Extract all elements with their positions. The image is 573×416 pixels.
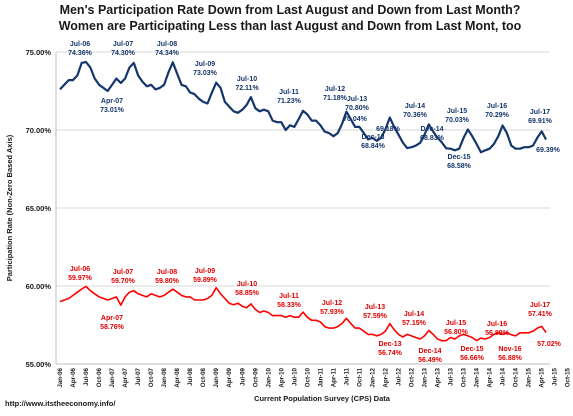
annotation-women: Jul-12 57.93% xyxy=(320,300,345,316)
annotation-women: Dec-13 56.74% xyxy=(378,341,403,357)
annotation-women: Jul-13 57.59% xyxy=(363,304,388,320)
annotation-women: Jul-07 59.70% xyxy=(111,269,136,285)
x-axis-title: Current Population Survey (CPS) Data xyxy=(254,394,391,403)
gridlines xyxy=(55,51,550,365)
x-tick-label: Jul-06 xyxy=(83,367,90,385)
annotation-men: Dec-15 68.58% xyxy=(447,154,472,170)
annotation-men: Dec-14 68.83% xyxy=(420,126,445,142)
annotation-men: Jul-14 70.36% xyxy=(403,103,428,119)
x-tick-label: Apr-12 xyxy=(382,367,389,387)
x-tick-label: Oct-08 xyxy=(200,367,207,387)
x-tick-label: Jul-15 xyxy=(552,367,559,385)
annotation-men: Jul-06 74.36% xyxy=(68,41,93,57)
x-tick-label: Jan-08 xyxy=(161,367,168,387)
x-tick-label: Apr-15 xyxy=(539,367,546,387)
series-line-men xyxy=(59,60,547,154)
x-tick-label: Oct-14 xyxy=(513,367,520,387)
x-tick-label: Jan-12 xyxy=(369,367,376,387)
annotation-women: Jul-11 58.33% xyxy=(277,293,302,309)
x-tick-label: Jul-14 xyxy=(500,367,507,385)
y-axis-ticks: 55.00% 60.00% 65.00% 70.00% 75.00% xyxy=(26,48,52,369)
x-tick-label: Jul-10 xyxy=(291,367,298,385)
x-tick-label: Jul-08 xyxy=(187,367,194,385)
annotation-men: 69.18% xyxy=(376,126,401,133)
x-tick-label: Jan-06 xyxy=(57,367,64,387)
x-tick-label: Apr-06 xyxy=(70,367,77,387)
x-tick-label: Jan-07 xyxy=(109,367,116,387)
annotation-men: Jul-15 70.03% xyxy=(445,108,470,124)
annotation-men: Dec-13 68.84% xyxy=(361,134,386,150)
annotation-men: Jul-13 70.80% xyxy=(345,96,370,112)
annotation-men: Jul-09 73.03% xyxy=(193,61,218,77)
annotation-men: Jul-16 70.29% xyxy=(485,103,510,119)
x-tick-label: Jul-11 xyxy=(343,367,350,385)
annotation-women: Jul-17 57.41% xyxy=(528,302,553,318)
x-tick-label: Apr-10 xyxy=(278,367,285,387)
annotation-men: Jul-11 71.23% xyxy=(277,89,302,105)
annotation-men: Jul-17 69.91% xyxy=(528,109,553,125)
annotation-men: Apr-07 73.01% xyxy=(100,98,125,114)
x-tick-label: Jan-10 xyxy=(265,367,272,387)
annotation-men: Jul-07 74.30% xyxy=(111,41,136,57)
x-tick-label: Jul-13 xyxy=(448,367,455,385)
annotation-women: Dec-15 56.66% xyxy=(460,346,485,362)
annotation-women: Apr-07 58.76% xyxy=(100,315,125,331)
y-tick-label: 65.00% xyxy=(26,204,52,213)
annotation-women: Jul-09 59.89% xyxy=(193,268,218,284)
x-tick-label: Jul-12 xyxy=(395,367,402,385)
annotation-women: Jul-06 59.97% xyxy=(68,266,93,282)
series-line-women xyxy=(59,285,547,342)
x-tick-label: Jan-11 xyxy=(317,367,324,387)
x-tick-label: Oct-09 xyxy=(252,367,259,387)
data-annotations: Jul-06 74.36% Apr-07 73.01% Jul-07 74.30% Jul-… xyxy=(68,41,562,364)
x-tick-label: Oct-07 xyxy=(148,367,155,387)
chart-title: Men's Participation Rate Down from Last … xyxy=(60,3,521,17)
x-tick-label: Jan-15 xyxy=(526,367,533,387)
x-tick-label: Jan-14 xyxy=(474,367,481,387)
y-tick-label: 75.00% xyxy=(26,48,52,57)
annotation-women: Jul-08 59.80% xyxy=(155,269,180,285)
x-tick-label: Oct-13 xyxy=(461,367,468,387)
x-tick-label: Oct-10 xyxy=(304,367,311,387)
annotation-women: Dec-14 56.49% xyxy=(418,348,443,364)
x-tick-label: Jul-07 xyxy=(135,367,142,385)
x-tick-label: Apr-13 xyxy=(435,367,442,387)
annotation-men: Jul-12 71.18% xyxy=(323,86,348,102)
y-tick-label: 60.00% xyxy=(26,282,52,291)
x-tick-label: Apr-07 xyxy=(122,367,129,387)
x-axis-ticks: Jan-06 Apr-06 Jul-06 Oct-06 Jan-07 Apr-07 Jul-… xyxy=(57,367,572,387)
annotation-women: Jul-14 57.15% xyxy=(402,311,427,327)
annotation-women: Jul-16 56.89% xyxy=(485,321,510,337)
x-tick-label: Apr-09 xyxy=(226,367,233,387)
y-tick-label: 55.00% xyxy=(26,360,52,369)
x-tick-label: Apr-14 xyxy=(487,367,494,387)
x-tick-label: Jan-13 xyxy=(422,367,429,387)
annotation-women: Nov-16 56.88% xyxy=(498,346,523,362)
x-tick-label: Jul-09 xyxy=(239,367,246,385)
annotation-men: 70.04% xyxy=(343,116,368,123)
x-tick-label: Jan-09 xyxy=(213,367,220,387)
x-tick-label: Oct-06 xyxy=(96,367,103,387)
x-tick-label: Apr-08 xyxy=(174,367,181,387)
x-tick-label: Oct-12 xyxy=(408,367,415,387)
x-tick-label: Oct-11 xyxy=(356,367,363,386)
chart-subtitle: Women are Participating Less than last A… xyxy=(59,19,522,33)
series-lines xyxy=(59,60,547,342)
y-axis-title: Participation Rate (Non-Zero Based Axis) xyxy=(5,134,14,281)
annotation-men: Jul-10 72.11% xyxy=(235,76,259,92)
annotation-women: 57.02% xyxy=(537,341,562,348)
annotation-women: Jul-10 58.85% xyxy=(235,281,260,297)
x-tick-label: Oct-15 xyxy=(565,367,572,387)
annotation-women: Jul-15 56.80% xyxy=(444,320,469,336)
source-url: http://www.itstheeconomy.info/ xyxy=(5,399,116,408)
annotation-men: 69.39% xyxy=(536,147,561,154)
y-tick-label: 70.00% xyxy=(26,126,52,135)
x-tick-label: Apr-11 xyxy=(330,367,337,387)
annotation-men: Jul-08 74.34% xyxy=(155,41,180,57)
